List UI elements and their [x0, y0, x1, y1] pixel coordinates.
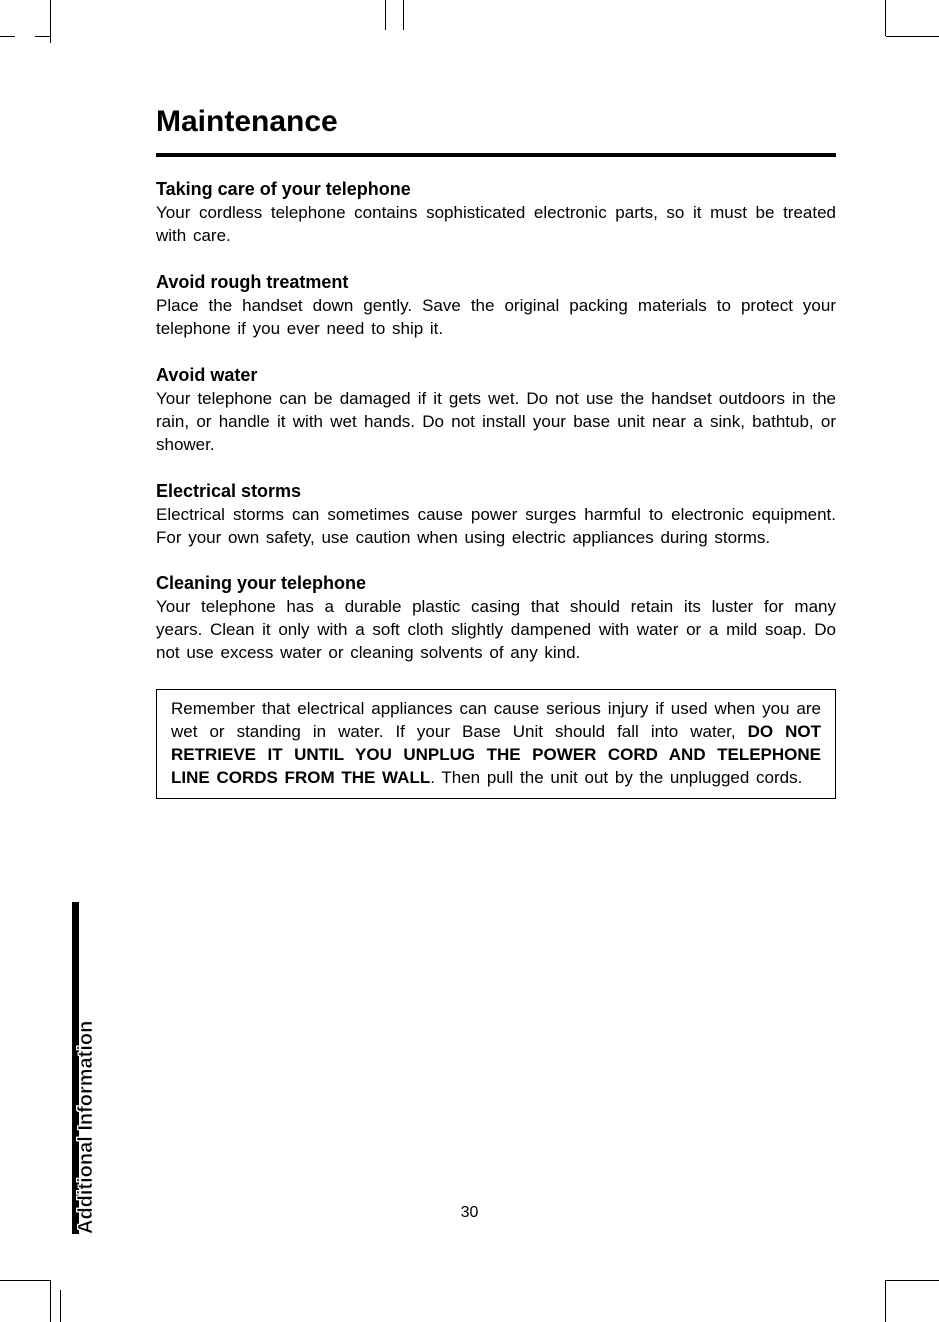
section-electrical-storms: Electrical storms Electrical storms can … [156, 481, 836, 550]
crop-mark [50, 1280, 51, 1322]
section-avoid-water: Avoid water Your telephone can be damage… [156, 365, 836, 457]
section-heading: Avoid water [156, 365, 836, 386]
section-body: Electrical storms can sometimes cause po… [156, 504, 836, 550]
crop-mark [50, 0, 51, 36]
crop-mark [886, 36, 939, 37]
section-rough-treatment: Avoid rough treatment Place the handset … [156, 272, 836, 341]
crop-mark [35, 36, 50, 37]
warning-box: Remember that electrical appliances can … [156, 689, 836, 799]
crop-mark [885, 0, 886, 36]
section-body: Your cordless telephone contains sophist… [156, 202, 836, 248]
section-heading: Cleaning your telephone [156, 573, 836, 594]
page-title: Maintenance [156, 105, 836, 157]
section-heading: Electrical storms [156, 481, 836, 502]
crop-mark [403, 0, 404, 30]
section-body: Your telephone has a durable plastic cas… [156, 596, 836, 665]
warning-pre: Remember that electrical appliances can … [171, 699, 821, 741]
section-body: Your telephone can be damaged if it gets… [156, 388, 836, 457]
crop-mark [50, 36, 51, 43]
section-taking-care: Taking care of your telephone Your cordl… [156, 179, 836, 248]
crop-mark [0, 36, 15, 37]
section-body: Place the handset down gently. Save the … [156, 295, 836, 341]
crop-mark [885, 1280, 886, 1322]
section-cleaning: Cleaning your telephone Your telephone h… [156, 573, 836, 665]
side-tab-label: Additional Information [75, 1021, 98, 1234]
crop-mark [60, 1290, 61, 1322]
side-tab: Additional Information [72, 902, 102, 1234]
warning-post: . Then pull the unit out by the unplugge… [430, 768, 802, 787]
crop-mark [886, 1280, 939, 1281]
section-heading: Taking care of your telephone [156, 179, 836, 200]
crop-mark [385, 0, 386, 30]
page-content: Maintenance Taking care of your telephon… [156, 105, 836, 799]
section-heading: Avoid rough treatment [156, 272, 836, 293]
crop-mark [0, 1280, 50, 1281]
page-number: 30 [0, 1204, 939, 1222]
